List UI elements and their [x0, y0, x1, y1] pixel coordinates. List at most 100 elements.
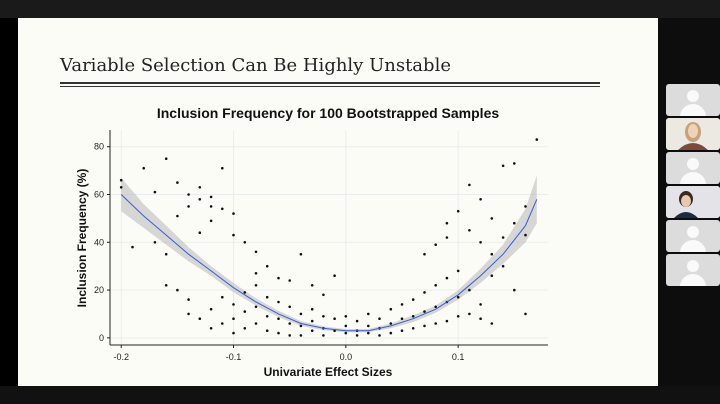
data-point — [355, 334, 359, 337]
data-point — [119, 186, 123, 189]
data-point — [310, 307, 314, 311]
data-point — [524, 233, 527, 237]
data-point — [524, 205, 527, 208]
data-point — [176, 288, 179, 292]
chart-axes — [109, 130, 548, 346]
data-point — [209, 205, 213, 208]
data-point — [468, 183, 471, 187]
data-point — [411, 298, 415, 301]
data-point — [490, 252, 494, 256]
data-point — [501, 164, 505, 168]
data-point — [310, 329, 314, 333]
data-point — [277, 300, 280, 304]
data-point — [254, 322, 258, 325]
data-point — [176, 214, 179, 218]
y-tick-label: 40 — [94, 237, 104, 247]
data-point — [310, 284, 314, 287]
data-point — [367, 324, 370, 328]
data-point — [400, 329, 404, 333]
video-feed-icon — [666, 186, 720, 218]
data-point — [445, 276, 449, 280]
data-point — [434, 284, 438, 287]
data-point — [198, 198, 202, 201]
data-point — [333, 317, 336, 321]
tick-labels: -0.2 -0.1 0.0 0.1 0 20 40 60 80 — [94, 142, 464, 362]
data-point — [501, 236, 505, 239]
data-point — [501, 264, 505, 268]
data-point — [288, 279, 292, 282]
data-point — [423, 252, 426, 256]
data-point — [198, 231, 202, 234]
presentation-slide: Variable Selection Can Be Highly Unstabl… — [18, 18, 658, 386]
x-tick-label: -0.2 — [113, 352, 129, 362]
data-point — [131, 245, 134, 249]
data-point — [456, 295, 460, 299]
data-point — [479, 198, 482, 201]
person-avatar-icon — [687, 158, 699, 170]
data-points — [119, 138, 539, 337]
data-point — [221, 295, 224, 299]
data-point — [243, 241, 247, 244]
data-point — [434, 243, 438, 246]
data-point — [198, 186, 202, 189]
participant-video-tile[interactable] — [666, 186, 720, 218]
data-point — [468, 229, 471, 232]
data-point — [535, 138, 539, 141]
data-point — [221, 207, 224, 211]
window-top-bar — [0, 0, 720, 18]
data-point — [513, 288, 516, 292]
data-point — [490, 274, 494, 278]
participant-tile[interactable] — [666, 84, 720, 116]
data-point — [209, 307, 213, 311]
data-point — [299, 312, 303, 316]
data-point — [400, 317, 404, 321]
x-tick-label: -0.1 — [226, 352, 242, 362]
data-point — [322, 334, 325, 337]
data-point — [479, 303, 482, 306]
data-point — [288, 322, 292, 325]
x-tick-label: 0.0 — [340, 352, 353, 362]
data-point — [411, 327, 415, 330]
data-point — [187, 298, 190, 301]
data-point — [277, 317, 280, 321]
fit-curve — [120, 194, 538, 332]
data-point — [513, 162, 516, 165]
data-point — [423, 291, 426, 294]
data-point — [176, 181, 179, 184]
chart-title: Inclusion Frequency for 100 Bootstrapped… — [157, 105, 500, 121]
data-point — [232, 233, 235, 237]
data-point — [524, 312, 527, 316]
data-point — [490, 217, 494, 220]
data-point — [445, 319, 449, 323]
data-point — [232, 331, 235, 335]
data-point — [299, 324, 303, 328]
data-point — [243, 310, 247, 313]
data-point — [209, 327, 213, 330]
person-avatar-icon — [687, 226, 699, 238]
data-point — [119, 178, 123, 182]
data-point — [221, 166, 224, 170]
data-point — [187, 312, 190, 316]
data-point — [164, 252, 168, 256]
data-point — [288, 334, 292, 337]
data-point — [288, 305, 292, 309]
fit-line — [120, 194, 538, 332]
x-tick-label: 0.1 — [452, 352, 465, 362]
title-rule-thin — [60, 86, 600, 87]
confidence-band — [121, 175, 537, 333]
data-point — [344, 315, 348, 318]
data-point — [400, 303, 404, 306]
data-point — [209, 195, 213, 199]
participant-tile[interactable] — [666, 254, 720, 286]
data-point — [299, 252, 303, 256]
data-point — [344, 331, 348, 335]
participant-tile[interactable] — [666, 220, 720, 252]
participant-tile[interactable] — [666, 152, 720, 184]
y-tick-label: 0 — [99, 333, 104, 343]
data-point — [344, 324, 348, 328]
data-point — [243, 327, 247, 330]
participant-video-tile[interactable] — [666, 118, 720, 150]
data-point — [389, 331, 393, 335]
data-point — [389, 322, 393, 325]
person-avatar-body — [680, 274, 706, 286]
